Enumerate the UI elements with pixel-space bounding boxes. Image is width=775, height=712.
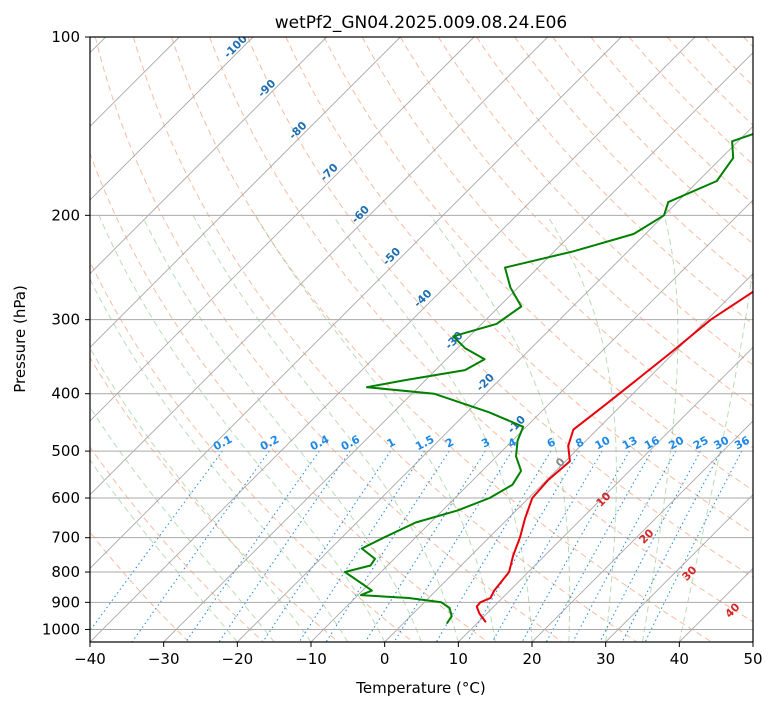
y-tick-label: 1000 xyxy=(42,620,80,638)
y-tick-label: 600 xyxy=(51,489,80,507)
x-axis-label: Temperature (°C) xyxy=(355,679,485,697)
x-tick-label: 10 xyxy=(449,650,468,668)
y-tick-label: 700 xyxy=(51,529,80,547)
y-axis-label: Pressure (hPa) xyxy=(11,285,29,393)
x-tick-label: −40 xyxy=(74,650,106,668)
x-tick-label: 40 xyxy=(670,650,689,668)
y-tick-label: 400 xyxy=(51,385,80,403)
x-tick-label: −30 xyxy=(148,650,180,668)
x-tick-label: 0 xyxy=(380,650,390,668)
y-tick-label: 500 xyxy=(51,442,80,460)
x-tick-label: −20 xyxy=(222,650,254,668)
chart-title: wetPf2_GN04.2025.009.08.24.E06 xyxy=(275,13,567,33)
x-tick-label: 20 xyxy=(522,650,541,668)
x-tick-label: −10 xyxy=(295,650,327,668)
y-tick-label: 300 xyxy=(51,311,80,329)
y-tick-label: 200 xyxy=(51,206,80,224)
y-tick-label: 900 xyxy=(51,593,80,611)
x-tick-label: 50 xyxy=(743,650,762,668)
y-tick-label: 100 xyxy=(51,28,80,46)
x-tick-label: 30 xyxy=(596,650,615,668)
y-tick-label: 800 xyxy=(51,563,80,581)
